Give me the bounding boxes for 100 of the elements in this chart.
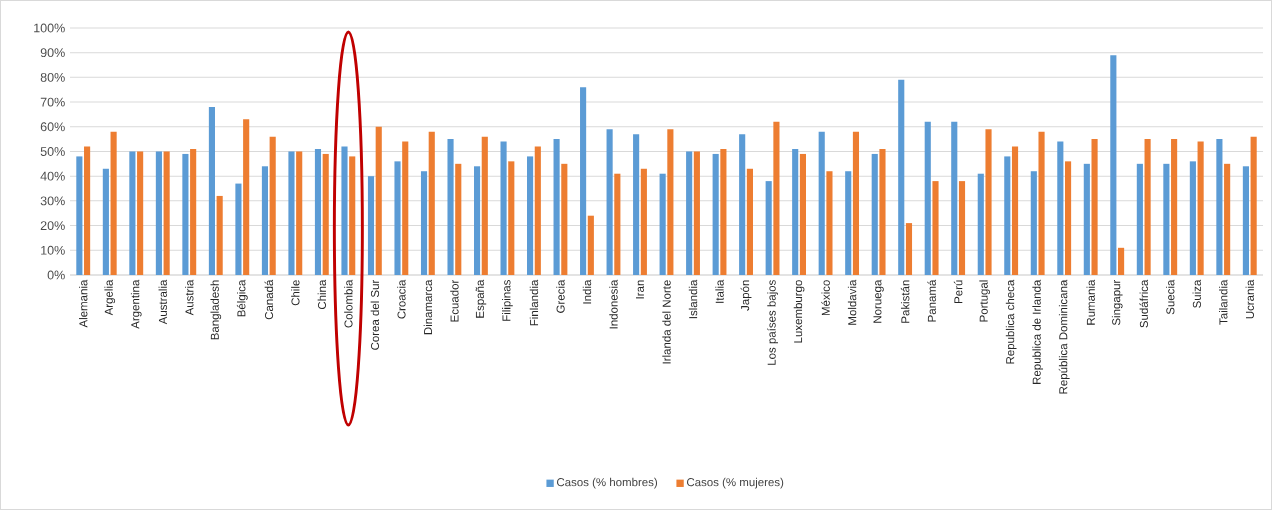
x-tick-label: República Dominicana <box>1058 279 1070 394</box>
x-tick-label: Bélgica <box>236 279 248 317</box>
bar <box>633 134 640 275</box>
bar <box>269 136 276 275</box>
bar <box>686 151 693 275</box>
bar <box>879 149 886 275</box>
bar <box>110 131 117 275</box>
bar <box>243 119 250 275</box>
x-tick-label: Moldavia <box>847 279 857 325</box>
x-tick-label: Pakistán <box>900 280 910 323</box>
x-tick-label: Luxemburgo <box>793 280 805 343</box>
x-tick-label: España <box>475 279 487 318</box>
bar <box>826 171 833 275</box>
bar <box>799 153 806 275</box>
bar <box>208 107 215 275</box>
bar <box>1118 247 1125 275</box>
bar <box>1064 161 1072 275</box>
bar <box>765 181 772 275</box>
x-tick-label: Los países bajos <box>767 280 778 365</box>
bar <box>1189 161 1196 275</box>
bar <box>951 121 958 275</box>
bar <box>1091 139 1098 275</box>
bar <box>1038 131 1045 275</box>
bar <box>129 151 136 275</box>
bar <box>659 173 666 275</box>
bar <box>190 149 197 275</box>
legend-label: Casos (% mujeres) <box>687 477 784 489</box>
bar <box>746 168 753 275</box>
x-tick-label: Finlandia <box>529 279 539 326</box>
x-tick-label: Japón <box>740 280 752 311</box>
bar <box>235 183 242 275</box>
x-tick-label: Chile <box>291 280 300 306</box>
bar <box>481 136 488 275</box>
x-tick-label: Singapur <box>1111 279 1123 326</box>
bar <box>1011 146 1019 275</box>
x-tick-label: China <box>317 279 327 310</box>
bar <box>640 168 647 275</box>
bar <box>977 173 984 275</box>
bar <box>561 163 568 275</box>
bar <box>455 163 462 275</box>
bar <box>216 195 223 275</box>
bar <box>1250 136 1257 275</box>
x-tick-label: Rumania <box>1086 279 1095 325</box>
x-tick-label: Argelia <box>104 279 116 316</box>
bar <box>587 215 594 275</box>
y-tick-label: 10% <box>41 245 65 255</box>
bar <box>420 171 428 275</box>
bar <box>667 129 674 275</box>
bar <box>606 129 613 275</box>
bar <box>182 153 189 275</box>
y-tick-label: 90% <box>40 48 65 58</box>
x-tick-label: Noruega <box>873 279 884 323</box>
bar <box>739 134 746 275</box>
y-tick-label: 40% <box>40 171 65 181</box>
x-tick-label: Iran <box>636 280 644 299</box>
bar <box>905 223 913 275</box>
x-tick-label: Islandia <box>688 279 698 319</box>
x-tick-label: Tailandia <box>1219 279 1228 325</box>
legend-label: Casos (% hombres) <box>557 477 658 489</box>
y-tick-label: 30% <box>40 196 65 206</box>
bar <box>500 141 507 275</box>
bar <box>402 141 409 275</box>
x-tick-label: Argentina <box>130 279 142 329</box>
x-tick-label: Alemania <box>79 279 88 328</box>
x-tick-label: Indonesia <box>609 279 618 329</box>
bar <box>296 151 303 275</box>
bar <box>163 151 170 275</box>
bar <box>261 166 269 275</box>
bar <box>288 151 295 275</box>
bar <box>375 126 382 275</box>
x-tick-label: Corea del Sur <box>370 279 380 350</box>
x-tick-label: Panamá <box>927 279 936 322</box>
bar <box>534 146 541 275</box>
bar <box>818 131 825 275</box>
x-tick-label: Croacia <box>397 279 406 319</box>
bar <box>580 87 587 275</box>
bar <box>322 153 329 275</box>
bar <box>314 149 322 275</box>
x-tick-label: Grecia <box>556 279 565 313</box>
y-tick-label: 50% <box>40 147 65 156</box>
x-tick-label: Suiza <box>1192 279 1201 308</box>
x-tick-label: Austria <box>185 279 194 316</box>
y-tick-label: 70% <box>40 97 65 107</box>
y-tick-label: 0% <box>47 270 65 280</box>
x-tick-label: Dinamarca <box>423 279 433 335</box>
bar <box>76 156 83 275</box>
x-tick-label: Perú <box>953 280 963 303</box>
bar <box>712 153 719 275</box>
bar <box>792 149 799 275</box>
bar <box>1197 141 1204 275</box>
x-tick-label: India <box>582 279 592 304</box>
bar <box>924 121 931 275</box>
x-tick-label: Sudáfrica <box>1139 279 1148 328</box>
bar <box>614 173 621 275</box>
bar <box>720 149 727 275</box>
x-tick-label: Canadá <box>264 279 274 320</box>
x-tick-label: Australia <box>158 279 167 325</box>
bar <box>932 181 939 275</box>
x-tick-label: Ecuador <box>450 279 459 322</box>
bar <box>871 153 878 275</box>
